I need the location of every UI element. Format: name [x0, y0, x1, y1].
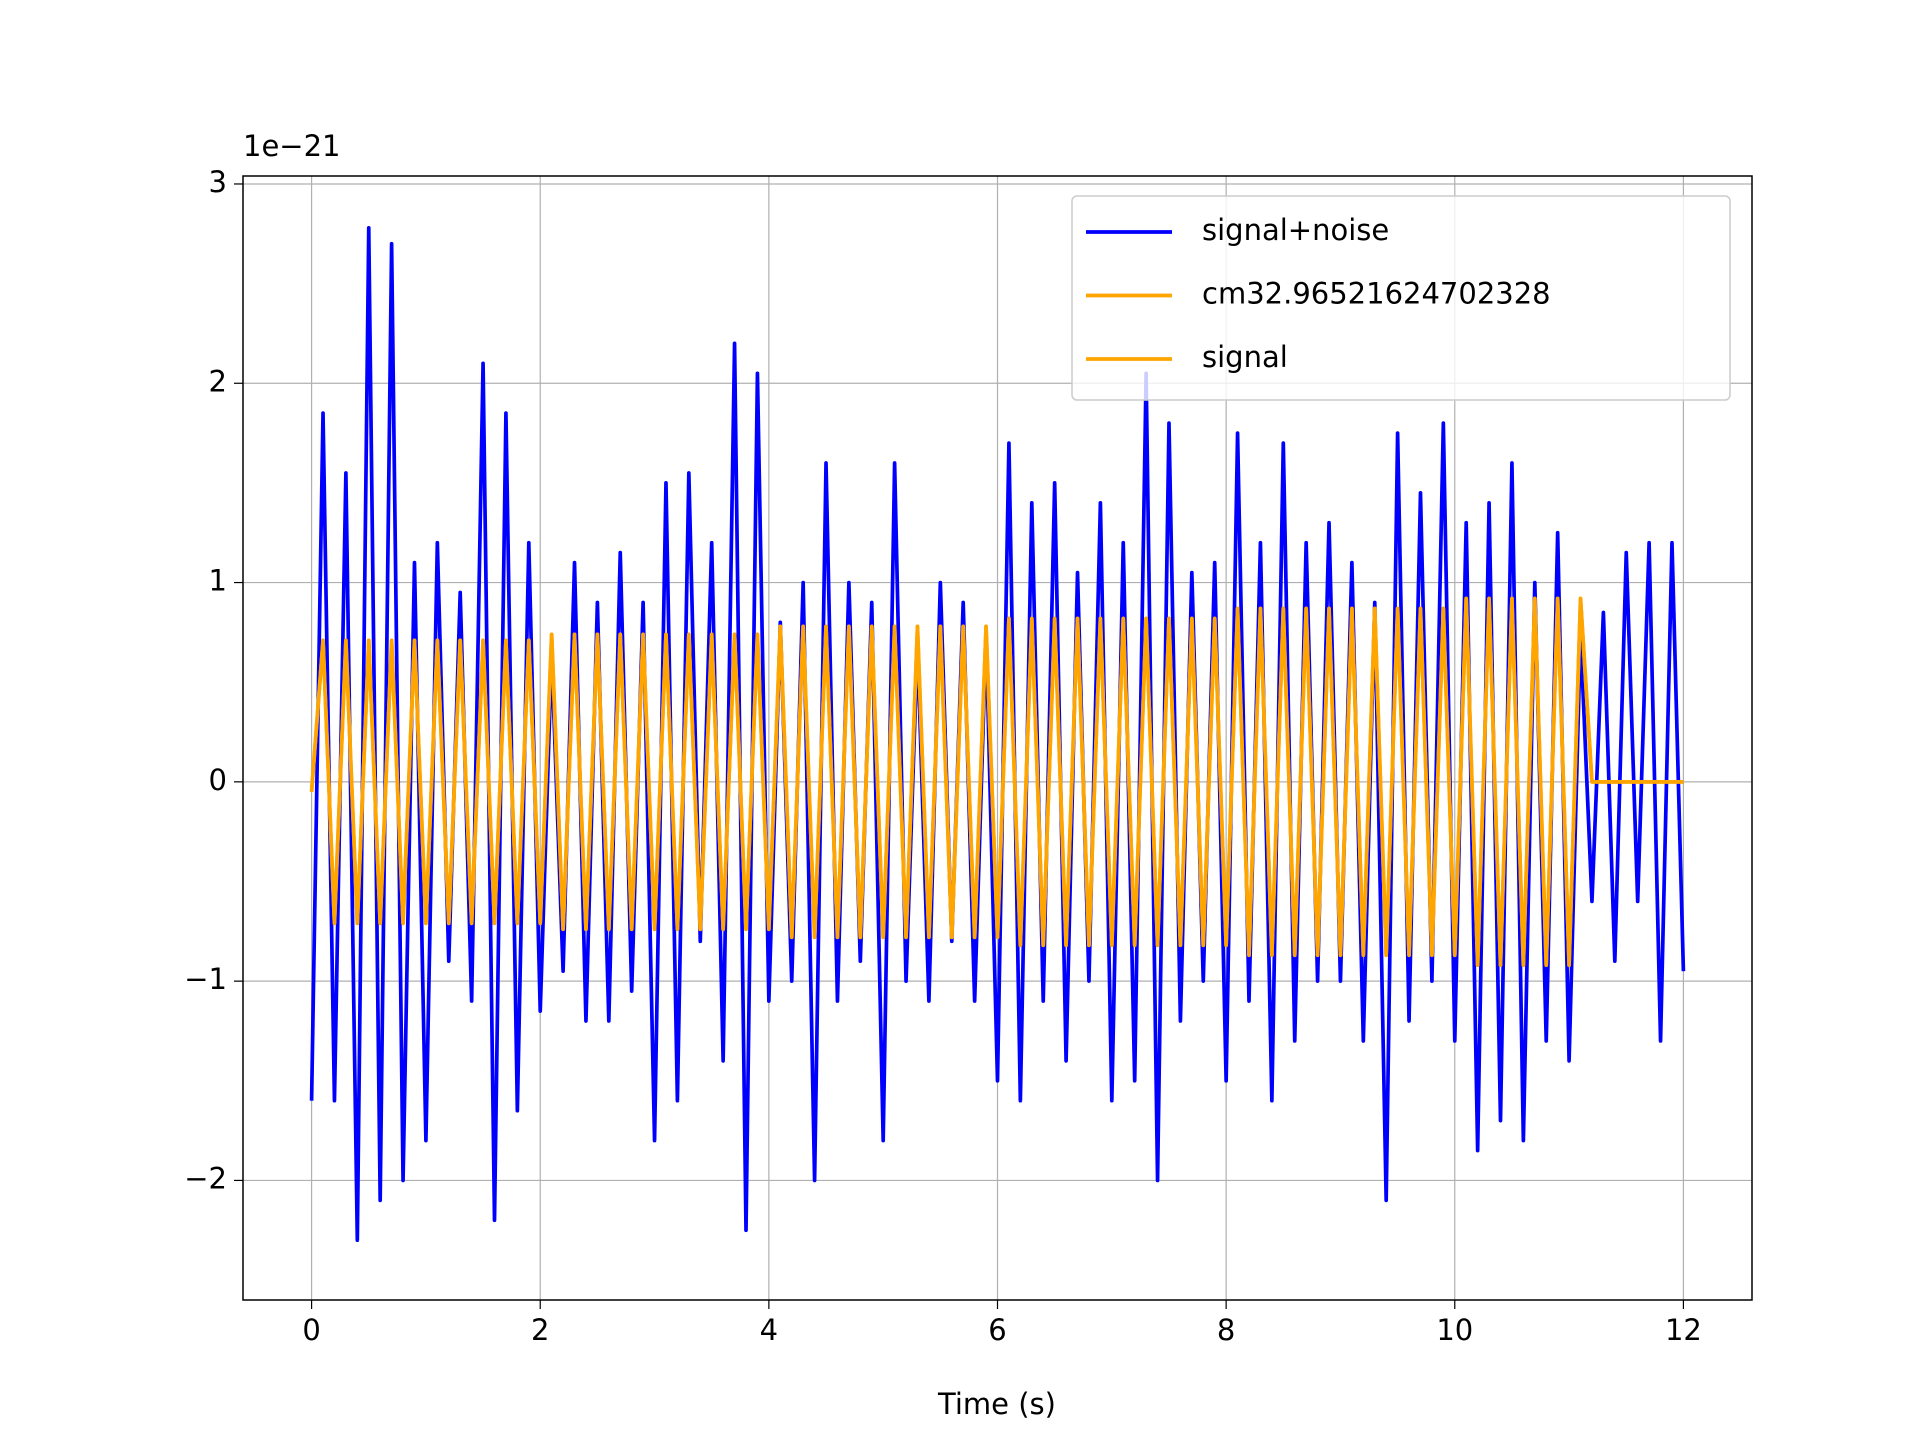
y-tick-label: −1: [184, 962, 227, 996]
series-line: [309, 225, 1686, 1243]
offset-text: 1e−21: [243, 129, 341, 163]
x-tick-label: 12: [1665, 1313, 1702, 1347]
y-tick-label: −2: [184, 1161, 227, 1195]
x-tick-label: 8: [1217, 1313, 1235, 1347]
y-tick-label: 1: [209, 564, 227, 598]
x-tick-label: 6: [988, 1313, 1006, 1347]
plot-frame: [242, 175, 1753, 1301]
legend-label: signal+noise: [1202, 213, 1389, 247]
legend-label: cm32.96521624702328: [1202, 277, 1551, 311]
legend-label: signal: [1202, 340, 1288, 374]
x-axis-label: Time (s): [937, 1387, 1056, 1421]
series-line: [309, 596, 1684, 968]
x-tick-label: 4: [760, 1313, 778, 1347]
x-tick-label: 10: [1436, 1313, 1473, 1347]
y-tick-label: 2: [209, 364, 227, 398]
x-tick-label: 0: [302, 1313, 320, 1347]
y-tick-label: 3: [209, 165, 227, 199]
x-tick-label: 2: [531, 1313, 549, 1347]
y-tick-label: 0: [209, 763, 227, 797]
legend-box: [1071, 195, 1731, 401]
